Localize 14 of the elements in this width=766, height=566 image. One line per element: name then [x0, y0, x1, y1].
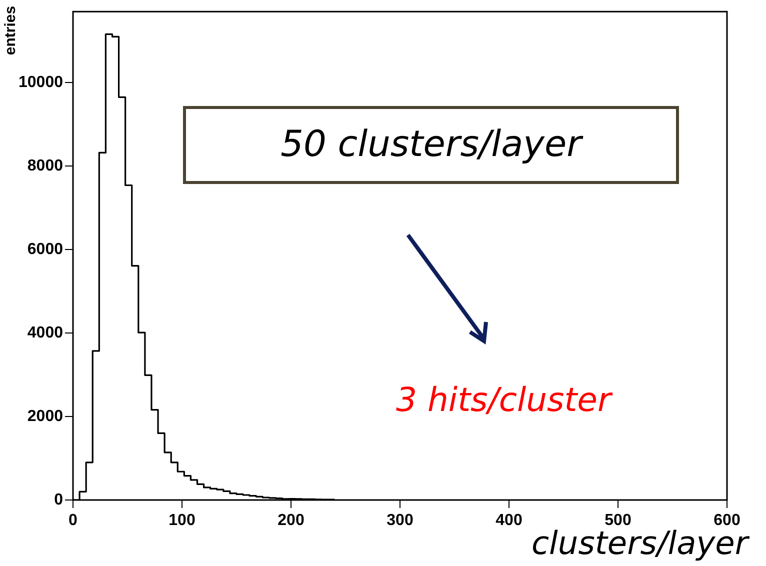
- x-tick-label: 0: [68, 512, 78, 530]
- y-tick-label: 4000: [27, 324, 64, 342]
- annotation: 50 clusters/layer: [183, 106, 679, 184]
- x-tick-label: 400: [496, 512, 522, 530]
- x-tick-label: 100: [168, 512, 196, 530]
- x-tick-label: 300: [386, 512, 414, 530]
- y-tick-label: 8000: [27, 157, 64, 174]
- y-tick-label: 0: [54, 491, 64, 508]
- annotation: 3 hits/cluster: [396, 380, 612, 419]
- y-tick-label: 2000: [27, 408, 64, 425]
- y-tick-label: 6000: [27, 240, 64, 258]
- y-axis-title: entries: [2, 6, 20, 56]
- x-tick-label: 200: [278, 512, 304, 530]
- y-tick-label: 10000: [18, 74, 64, 91]
